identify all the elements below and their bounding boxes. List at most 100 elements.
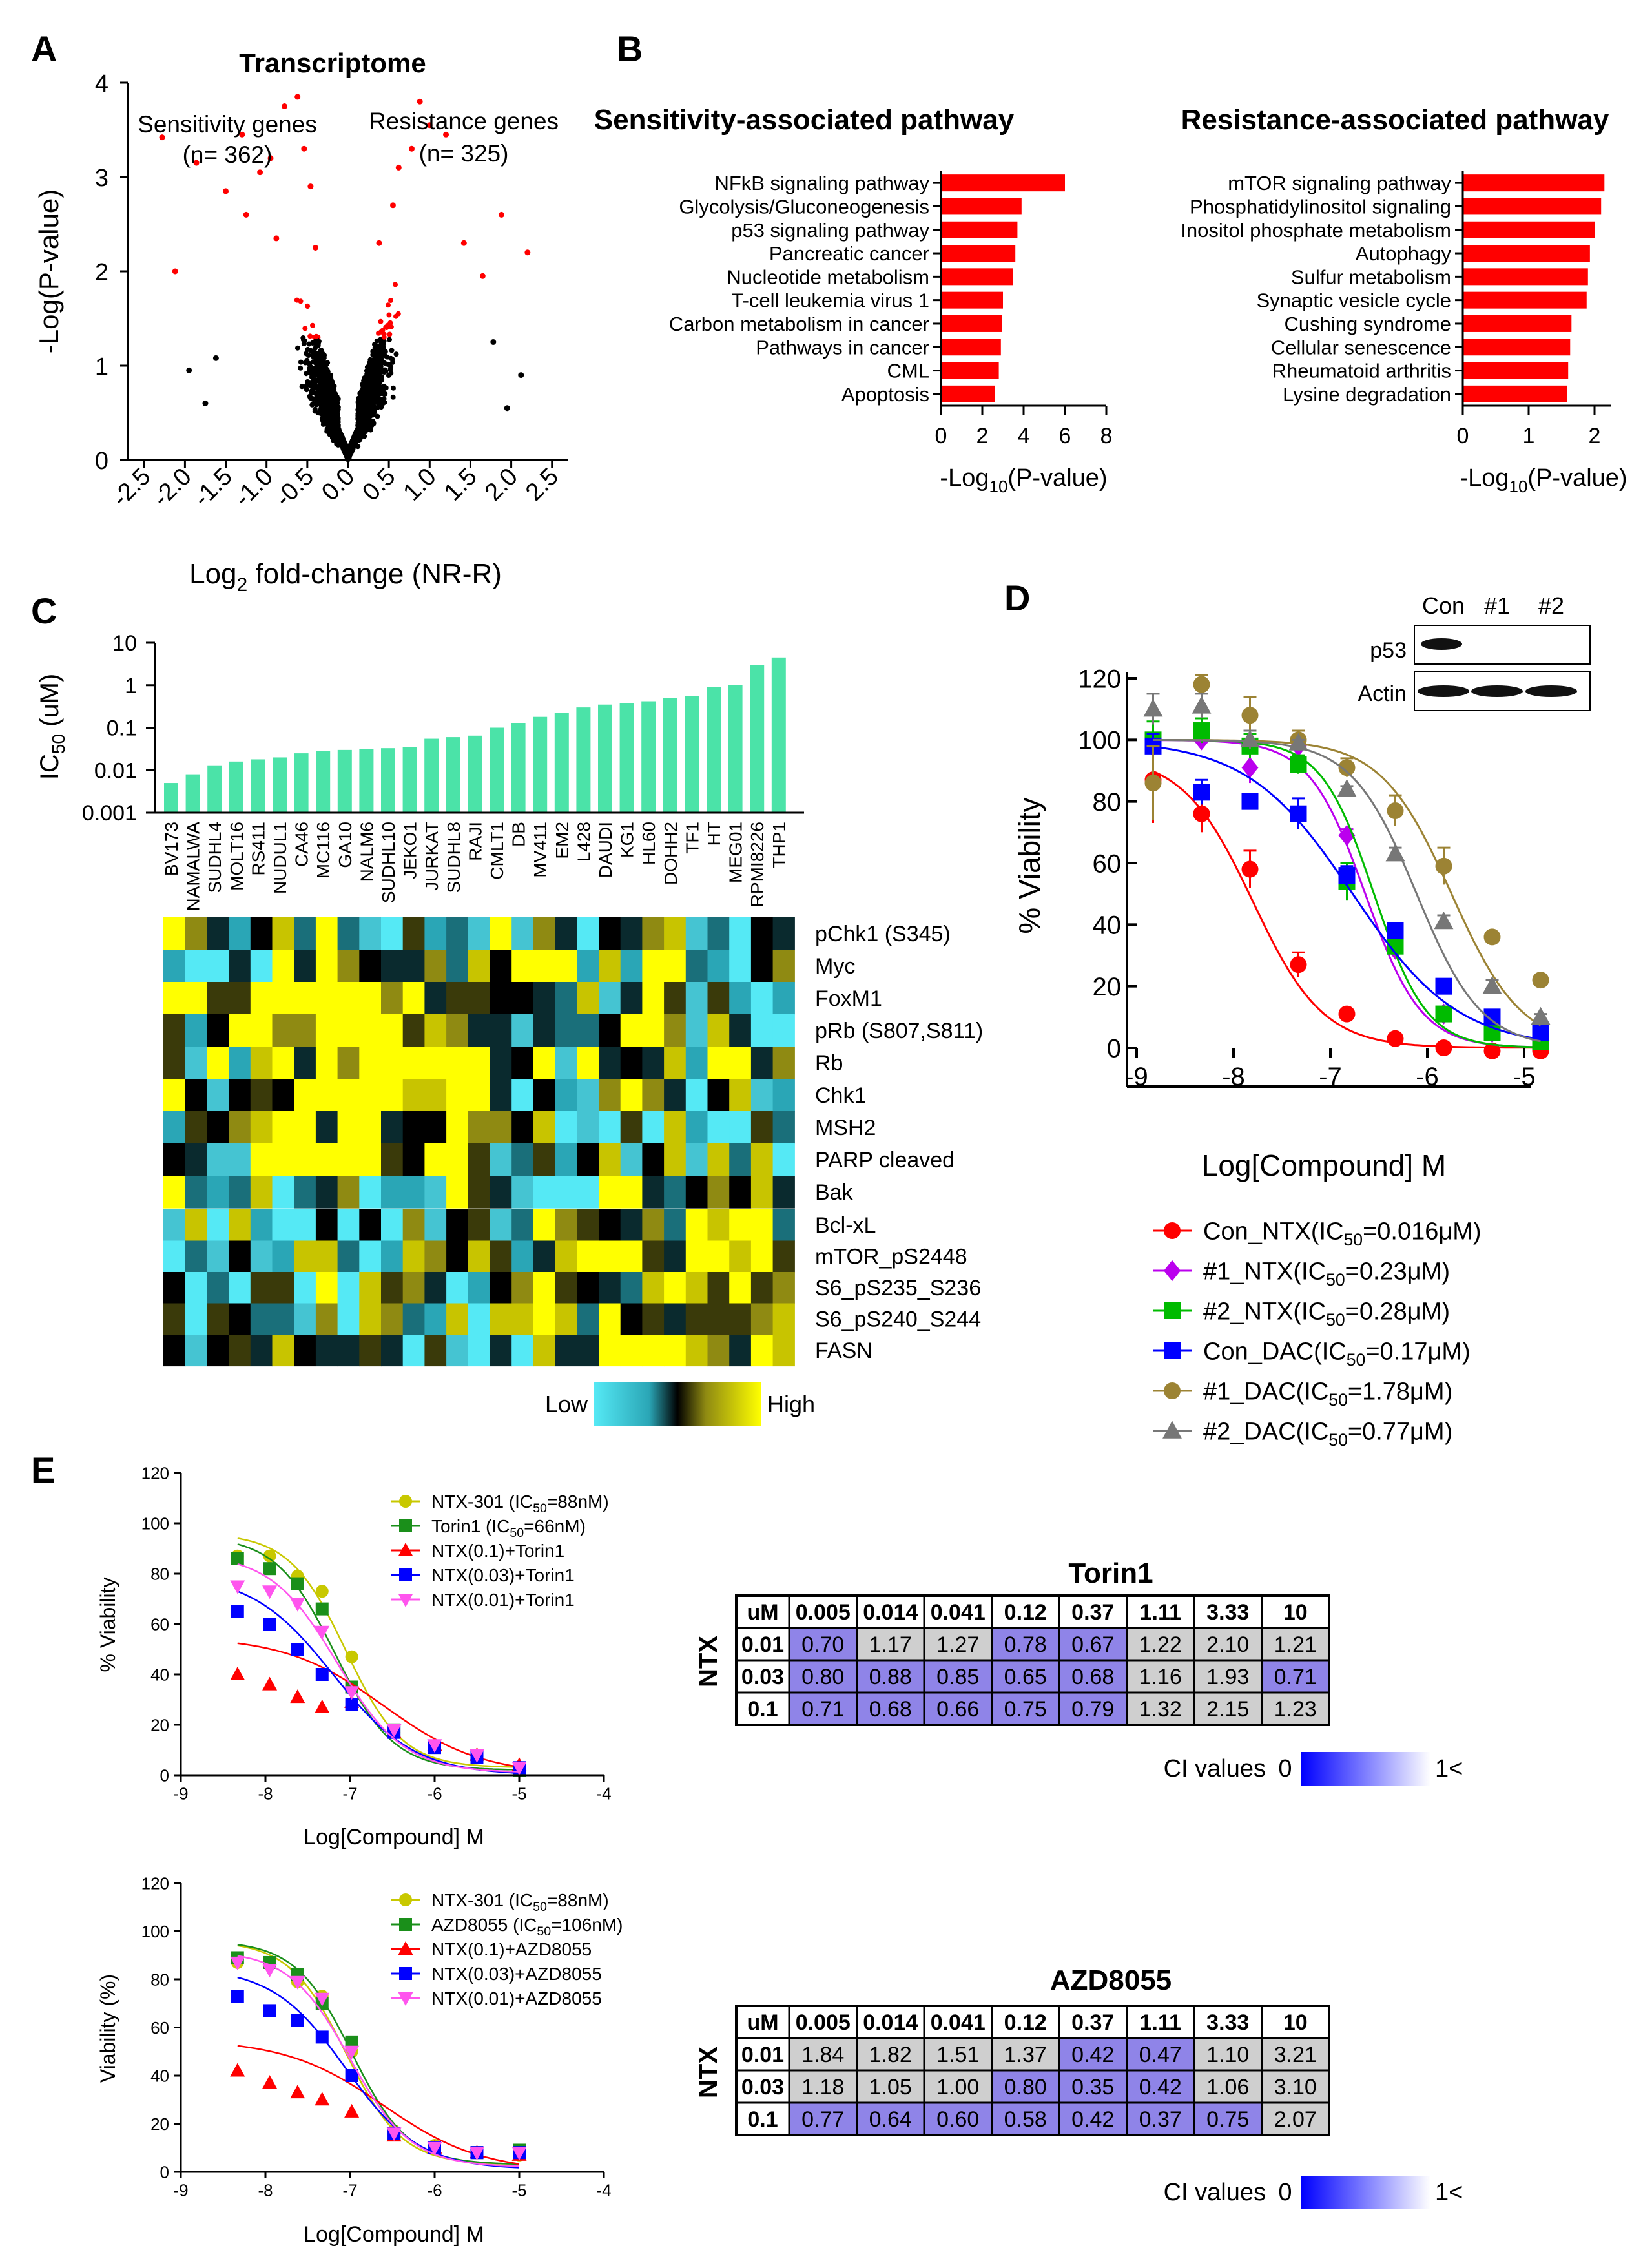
heatmap-cell <box>229 1303 251 1335</box>
ic50-cell-line-label: MC116 <box>313 822 333 879</box>
dose-marker <box>345 1698 358 1711</box>
heatmap-cell <box>229 917 251 950</box>
legend-label-main: AZD8055 (IC <box>431 1915 537 1935</box>
heatmap-cell <box>315 1111 338 1144</box>
heatmap-cell <box>424 1079 447 1112</box>
heatmap-cell <box>620 1209 643 1242</box>
legend-marker <box>398 1992 413 2006</box>
heatmap-cell <box>577 1176 599 1209</box>
heatmap-cell <box>315 1272 338 1304</box>
heatmap-cell <box>381 1335 404 1367</box>
ic50-cell-line-labels: BV173 NAMALWA SUDHL4 MOLT16 RS411 NUDUL1 CA46 M… <box>161 822 789 912</box>
volcano-bg-black-point <box>324 415 329 421</box>
legend-marker <box>398 1543 413 1556</box>
dose-marker <box>1387 802 1404 819</box>
dose-marker <box>344 2045 360 2059</box>
heatmap-cell <box>229 1176 251 1209</box>
ic50-cell-line-label: SUDHL8 <box>444 822 464 893</box>
heatmap-cell <box>359 1335 382 1367</box>
volcano-bg-black-point <box>360 383 366 389</box>
volcano-x-tick-label: -0.5 <box>270 463 319 512</box>
heatmap-cell <box>577 1303 599 1335</box>
ic50-y-tick-label: 1 <box>125 674 137 698</box>
heatmap-cell <box>424 1335 447 1367</box>
x-tick-label: -8 <box>1222 1063 1245 1091</box>
heatmap-cell <box>468 1111 491 1144</box>
resistance-category-label: Inositol phosphate metabolism <box>1181 219 1451 242</box>
legend-label: Torin1 (IC50=66nM) <box>431 1516 586 1540</box>
ci-value-cell-text: 0.71 <box>801 1697 844 1722</box>
ci-corner-cell-text: uM <box>747 2010 778 2035</box>
heatmap-cell <box>750 1209 774 1242</box>
ci-value-cell <box>788 1691 858 1726</box>
volcano-bg-black-point <box>375 404 381 410</box>
ci-value-cell <box>1193 2069 1263 2104</box>
heatmap-cell <box>707 1335 730 1367</box>
heatmap-cell <box>642 982 665 1015</box>
heatmap-cell <box>229 1111 251 1144</box>
dose-marker <box>230 1580 245 1594</box>
volcano-x-label-sub: 2 <box>237 574 248 596</box>
volcano-x-tick-label: 2.5 <box>521 463 564 506</box>
heatmap-cell <box>424 1111 447 1144</box>
ci-value-cell-text: 0.65 <box>1004 1665 1047 1689</box>
ic50-bar <box>359 749 374 813</box>
heatmap-row-label: S6_pS240_S244 <box>815 1308 981 1332</box>
legend-label-main: #2_NTX(IC <box>1203 1298 1326 1326</box>
volcano-bg-black-point <box>309 388 315 393</box>
resistance-category-label: Cushing syndrome <box>1285 313 1451 335</box>
volcano-bg-black-point <box>379 359 385 365</box>
volcano-bg-black-point <box>344 453 350 459</box>
heatmap-cell <box>207 1240 229 1273</box>
y-tick-label: 60 <box>150 1614 169 1634</box>
dose-marker <box>386 1724 402 1738</box>
sensitivity-genes-label: Sensitivity genes <box>138 111 317 138</box>
heatmap-cell <box>446 1176 469 1209</box>
sensitivity-category-label: Apoptosis <box>841 383 929 406</box>
resistance-category-label: Cellular senescence <box>1271 336 1451 359</box>
dose-curve <box>237 1955 520 2167</box>
sensitivity-pathway-x-label: -Log10(P-value) <box>940 464 1107 496</box>
dose-marker <box>1338 1005 1356 1023</box>
resistance-pathway-x-label: -Log10(P-value) <box>1460 464 1627 496</box>
heatmap-cell <box>555 1176 577 1209</box>
sensitivity-category-label: Carbon metabolism in cancer <box>669 313 929 335</box>
sensitivity-bar <box>941 198 1022 215</box>
dose-d-x-label: Log[Compound] M <box>1202 1149 1446 1182</box>
volcano-red-point <box>417 98 423 105</box>
heatmap-cell <box>468 1272 491 1304</box>
heatmap-cell <box>555 1240 577 1273</box>
volcano-red-point <box>443 131 449 138</box>
ci-column-header-text: 10 <box>1283 2010 1308 2035</box>
volcano-bg-black-point <box>321 410 327 415</box>
heatmap-cell <box>315 1240 338 1273</box>
heatmap-cell <box>163 1079 186 1112</box>
dose-marker <box>262 2075 278 2089</box>
volcano-bg-black-point <box>360 427 366 433</box>
ci-column-header-text: 10 <box>1283 1600 1308 1625</box>
volcano-bg-black-point <box>325 384 331 390</box>
ci-column-header-text: 3.33 <box>1206 2010 1249 2035</box>
legend-label-main: NTX(0.01)+AZD8055 <box>431 1988 602 2008</box>
heatmap-cell <box>272 1209 294 1242</box>
volcano-red-point <box>524 249 531 256</box>
ci-value-cell-text: 0.58 <box>1004 2107 1047 2132</box>
dose-marker <box>1385 844 1405 862</box>
heatmap-cell <box>511 917 534 950</box>
heatmap-cell <box>772 950 795 983</box>
heatmap-cell <box>250 1240 273 1273</box>
dose-e1-legend: NTX-301 (IC50=88nM)Torin1 (IC50=66nM)NTX… <box>391 1492 609 1610</box>
heatmap-cell <box>272 1014 294 1047</box>
heatmap-cell <box>250 1209 273 1242</box>
heatmap-cell <box>577 917 599 950</box>
dose-marker <box>230 1667 245 1680</box>
ci-value-cell-text: 3.21 <box>1274 2043 1317 2067</box>
ci-corner-cell-text: uM <box>747 1600 778 1625</box>
legend-label: NTX(0.03)+AZD8055 <box>431 1964 602 1984</box>
volcano-bg-black-point <box>378 349 384 355</box>
heatmap-cell <box>685 1240 708 1273</box>
y-tick-label: 100 <box>141 1514 169 1533</box>
heatmap-cell <box>185 1240 207 1273</box>
dose-marker <box>470 1749 484 1763</box>
heatmap-cell <box>599 1079 621 1112</box>
